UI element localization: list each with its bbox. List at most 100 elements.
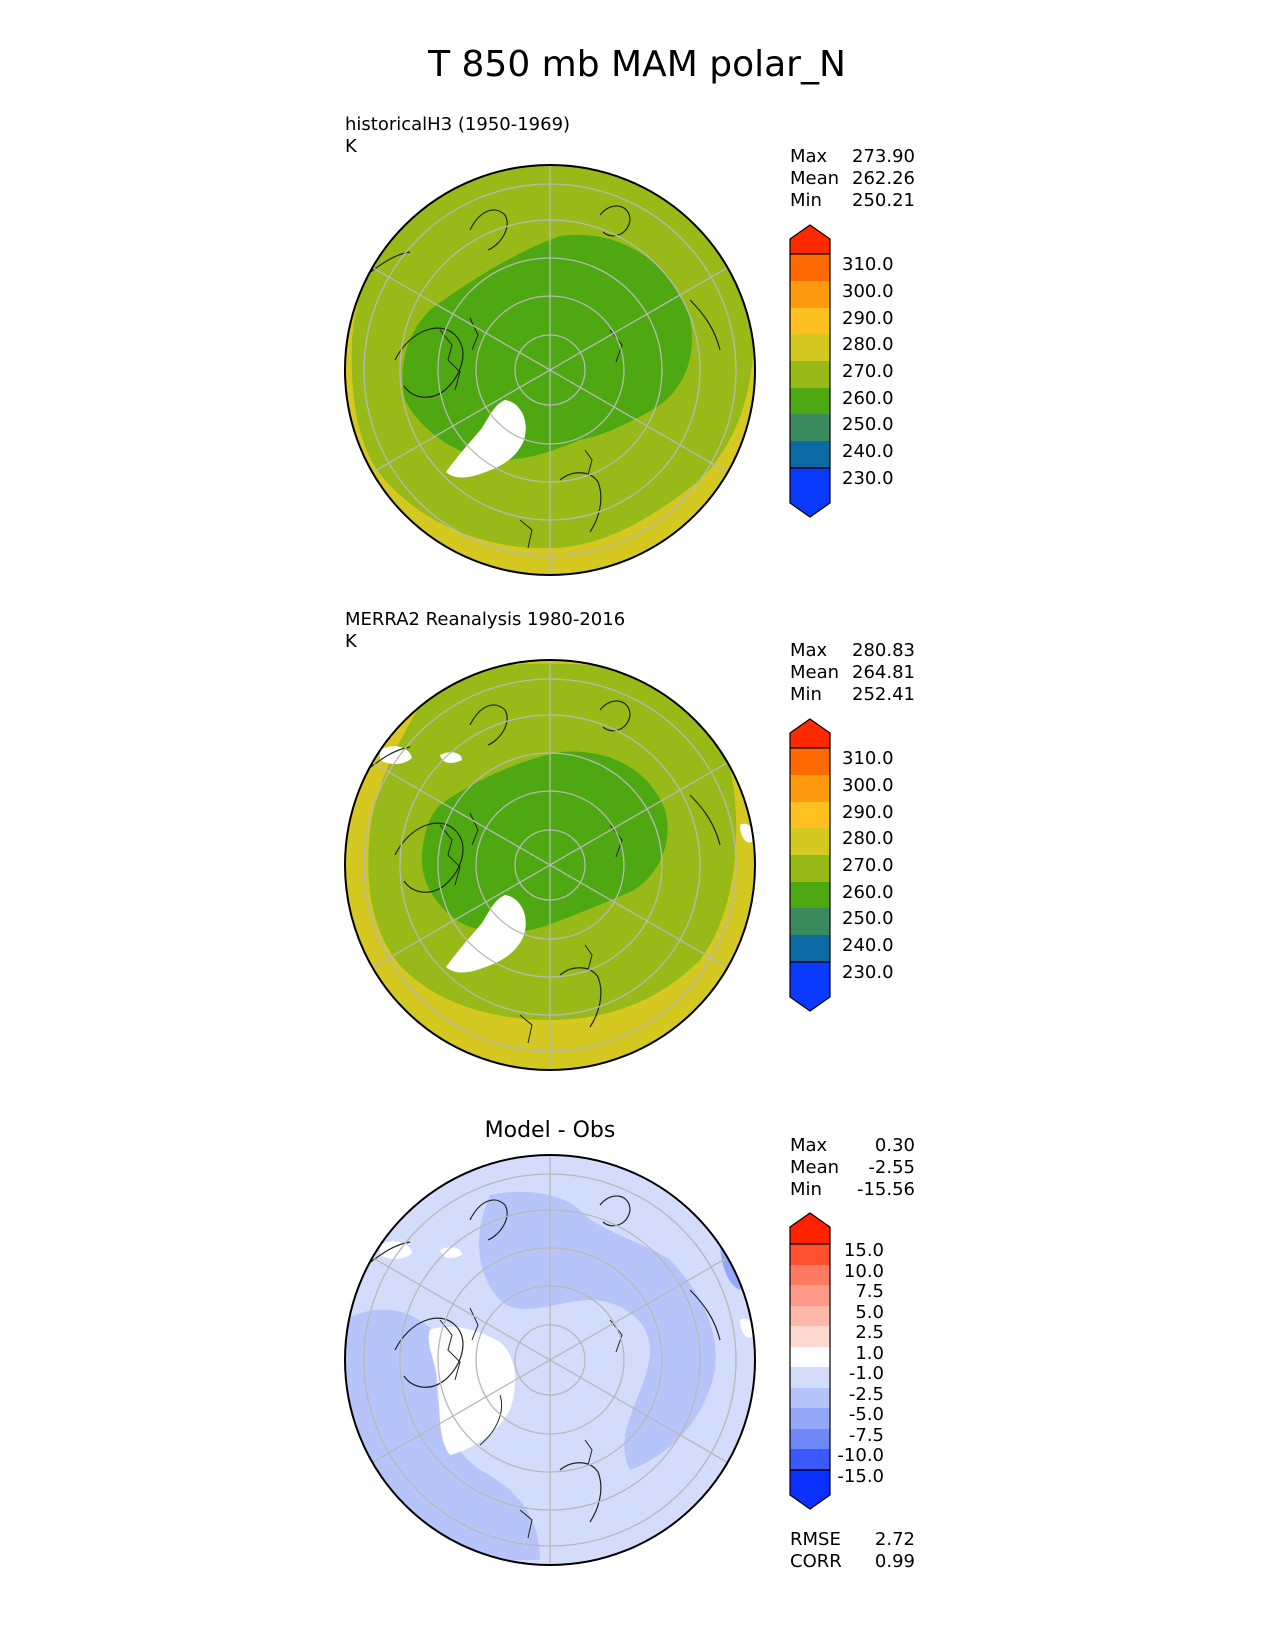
stat-label-max: Max <box>790 146 828 167</box>
stats-block: Max 0.30 Mean -2.55 Min -15.56 <box>790 1135 915 1200</box>
coast-1 <box>359 1195 721 1523</box>
cb-seg-270-260 <box>790 855 830 882</box>
stat-value-min: -15.56 <box>857 1179 915 1200</box>
cb-seg-10-7p5 <box>790 1265 830 1285</box>
cb-label-7p5: 7.5 <box>855 1281 884 1302</box>
greenland-mask <box>446 400 526 478</box>
cb-arrow-top <box>789 1212 831 1245</box>
stat-label-min: Min <box>790 1179 822 1200</box>
cb-label-10: 10.0 <box>844 1261 884 1282</box>
graticule <box>363 660 737 1070</box>
cb-label-minus7p5: -7.5 <box>849 1425 884 1446</box>
cb-seg-minus10-minus15 <box>790 1449 830 1470</box>
panel-obs: MERRA2 Reanalysis 1980-2016 K Max 280.83… <box>344 609 915 1071</box>
coast-2 <box>439 1307 623 1539</box>
cb-seg-310-300 <box>790 748 830 775</box>
stats-block: Max 280.83 Mean 264.81 Min 252.41 <box>790 640 915 705</box>
map-border <box>344 1154 756 1566</box>
stat-label-max: Max <box>790 1135 828 1156</box>
band-250-260 <box>402 234 692 460</box>
stat-value-min: 250.21 <box>852 190 915 211</box>
stat-value-max: 0.30 <box>875 1135 915 1156</box>
cb-label-300: 300.0 <box>842 281 894 302</box>
stats-block: Max 273.90 Mean 262.26 Min 250.21 <box>790 146 915 211</box>
panel-model-units: K <box>345 136 358 157</box>
panel-model-map <box>345 165 755 575</box>
cb-seg-300-290 <box>790 281 830 308</box>
cb-label-310: 310.0 <box>842 254 894 275</box>
graticule <box>363 1155 737 1565</box>
cb-label-270: 270.0 <box>842 855 894 876</box>
panel-obs-units: K <box>345 631 358 652</box>
cb-seg-240-230 <box>790 935 830 962</box>
map-border <box>344 164 756 576</box>
panel-diff-map <box>345 1155 755 1565</box>
band-white-patch <box>428 1326 516 1455</box>
cb-label-290: 290.0 <box>842 802 894 823</box>
cb-seg-240-230 <box>790 441 830 468</box>
stat-label-min: Min <box>790 190 822 211</box>
cb-frame <box>789 253 831 469</box>
panel-obs-map <box>345 660 755 1070</box>
stat-label-corr: CORR <box>790 1551 842 1572</box>
figure-title: T 850 mb MAM polar_N <box>427 44 846 85</box>
cb-arrow-bottom <box>789 467 831 518</box>
stat-label-mean: Mean <box>790 662 839 683</box>
stat-value-rmse: 2.72 <box>875 1529 915 1550</box>
cb-label-minus10: -10.0 <box>837 1445 884 1466</box>
cb-seg-280-270 <box>790 828 830 855</box>
cb-label-minus1: -1.0 <box>849 1363 884 1384</box>
panel-diff-title: Model - Obs <box>485 1118 616 1143</box>
cb-label-260: 260.0 <box>842 388 894 409</box>
stat-value-mean: 264.81 <box>852 662 915 683</box>
cb-frame <box>789 747 831 963</box>
panel-obs-title: MERRA2 Reanalysis 1980-2016 <box>345 609 625 630</box>
stat-label-min: Min <box>790 684 822 705</box>
panel-model-title: historicalH3 (1950-1969) <box>345 114 570 135</box>
cb-arrow-bottom <box>789 1469 831 1510</box>
cb-label-290: 290.0 <box>842 308 894 329</box>
error-stats-block: RMSE 2.72 CORR 0.99 <box>790 1529 915 1572</box>
band-minus2p5-minus5 <box>479 1191 716 1470</box>
cb-arrow-bottom <box>789 961 831 1012</box>
cb-label-2p5: 2.5 <box>855 1322 884 1343</box>
cb-seg-310-300 <box>790 254 830 281</box>
cb-label-minus15: -15.0 <box>837 1466 884 1487</box>
map-border <box>344 659 756 1071</box>
colorbar: 310.0 300.0 290.0 280.0 270.0 260.0 250.… <box>789 718 894 1012</box>
cb-frame <box>789 1243 831 1471</box>
cb-seg-minus1-minus2p5 <box>790 1367 830 1388</box>
cb-arrow-top <box>789 224 831 255</box>
stat-label-mean: Mean <box>790 1157 839 1178</box>
cb-seg-260-250 <box>790 388 830 414</box>
stat-value-mean: 262.26 <box>852 168 915 189</box>
cb-label-250: 250.0 <box>842 908 894 929</box>
stat-label-mean: Mean <box>790 168 839 189</box>
cb-label-240: 240.0 <box>842 441 894 462</box>
coast-1 <box>359 205 721 533</box>
cb-arrow-top <box>789 718 831 749</box>
cb-label-310: 310.0 <box>842 748 894 769</box>
stat-label-max: Max <box>790 640 828 661</box>
stat-value-corr: 0.99 <box>875 1551 915 1572</box>
cb-label-270: 270.0 <box>842 361 894 382</box>
cb-seg-270-260 <box>790 361 830 388</box>
cb-seg-15-10 <box>790 1244 830 1265</box>
colorbar: 15.0 10.0 7.5 5.0 2.5 1.0 -1.0 -2.5 -5.0… <box>789 1212 884 1510</box>
cb-seg-260-250 <box>790 882 830 908</box>
cb-seg-minus5-minus7p5 <box>790 1408 830 1429</box>
cb-label-minus5: -5.0 <box>849 1404 884 1425</box>
cb-label-15: 15.0 <box>844 1240 884 1261</box>
stat-value-max: 280.83 <box>852 640 915 661</box>
cb-seg-5-2p5 <box>790 1306 830 1326</box>
coast-2 <box>439 812 623 1044</box>
cb-seg-minus2p5-minus5 <box>790 1388 830 1408</box>
cb-seg-250-240 <box>790 908 830 935</box>
band-250-260 <box>421 751 668 933</box>
stat-value-min: 252.41 <box>852 684 915 705</box>
cb-seg-250-240 <box>790 414 830 441</box>
cb-label-230: 230.0 <box>842 468 894 489</box>
cb-seg-300-290 <box>790 775 830 802</box>
stat-value-max: 273.90 <box>852 146 915 167</box>
